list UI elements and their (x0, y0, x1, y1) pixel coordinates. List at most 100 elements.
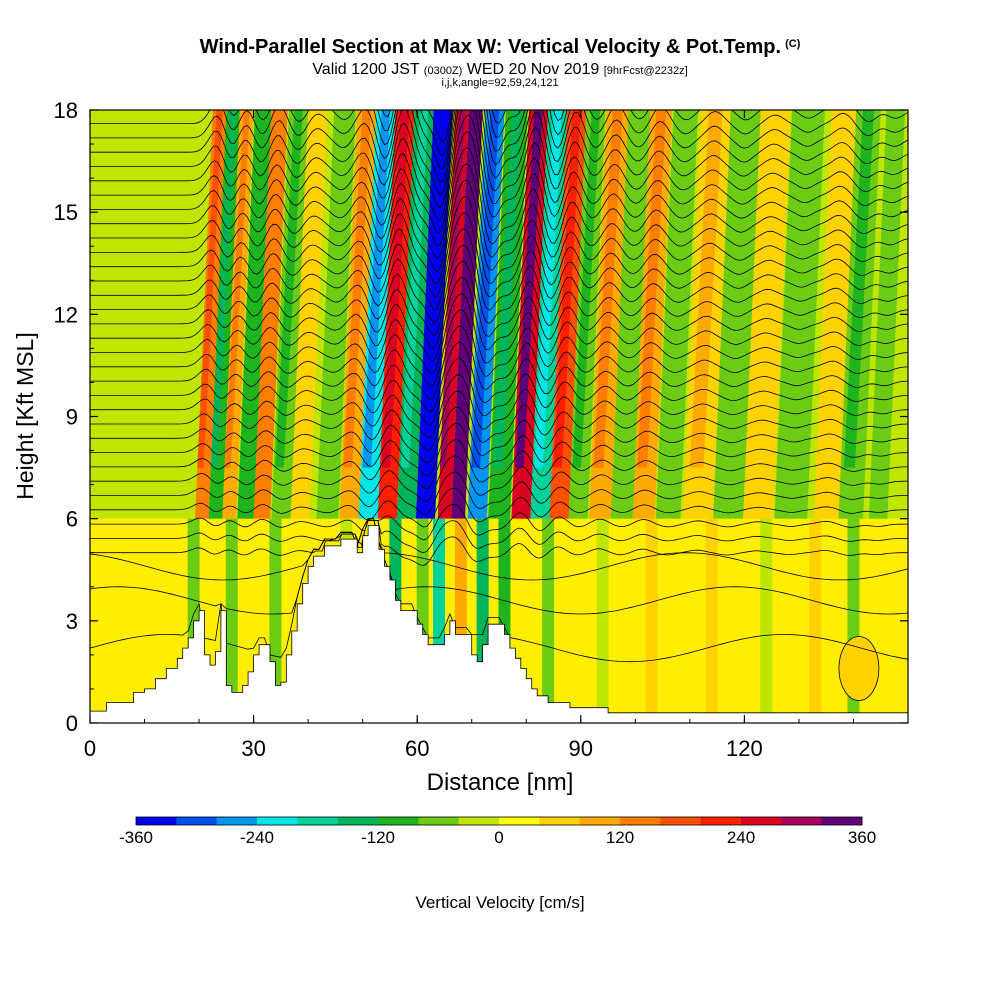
velocity-band-core (661, 110, 692, 468)
colorbar-swatch (378, 817, 419, 825)
low-level-band (498, 518, 511, 723)
terrain-profile (90, 525, 908, 723)
colorbar-swatch (499, 817, 540, 825)
colorbar-swatch (700, 817, 742, 825)
theta-contour (90, 487, 908, 528)
theta-contour (90, 276, 908, 362)
theta-contour (90, 212, 908, 310)
y-tick-label: 18 (54, 98, 78, 123)
theta-contour (90, 110, 908, 209)
theta-contour (90, 390, 908, 451)
forecast-info: [9hrFcst@2232z] (603, 65, 688, 77)
velocity-band-core (343, 110, 372, 468)
colorbar-tick-label: 0 (494, 828, 503, 847)
theta-contour (90, 503, 908, 541)
theta-contour (90, 244, 908, 337)
low-level-band (476, 518, 489, 723)
theta-contour (90, 422, 908, 477)
theta-contour (90, 325, 908, 400)
velocity-band-core (515, 110, 543, 468)
velocity-band-core (320, 110, 350, 468)
colorbar-tick-label: 240 (727, 828, 755, 847)
low-level-band (847, 518, 860, 723)
colorbar-swatch (539, 817, 580, 825)
y-axis-label: Height [Kft MSL] (12, 332, 38, 499)
low-level-band (705, 518, 718, 723)
velocity-band-core (210, 110, 237, 468)
x-tick-label: 90 (569, 736, 593, 761)
colorbar-swatch (257, 817, 298, 825)
velocity-band-core (637, 110, 667, 468)
x-tick-label: 60 (405, 736, 429, 761)
low-level-band (433, 518, 446, 723)
theta-contour (90, 228, 908, 324)
colorbar-swatch (337, 817, 379, 825)
theta-contour (90, 518, 908, 615)
colorbar-swatch (781, 817, 822, 825)
velocity-band-core (719, 110, 753, 468)
velocity-band-core (782, 110, 816, 468)
low-level-band (454, 518, 467, 723)
y-tick-label: 15 (54, 200, 78, 225)
velocity-band-core (362, 110, 391, 468)
terrain (90, 525, 908, 723)
colorbar: -360 -240 -120 0 120 240 360 (119, 816, 876, 847)
low-level-band (838, 636, 880, 701)
x-tick-label: 30 (241, 736, 265, 761)
velocity-band-core (256, 110, 284, 468)
velocity-band-core (553, 110, 582, 468)
velocity-band-core (534, 110, 562, 468)
valid-date: WED 20 Nov 2019 (466, 61, 600, 78)
velocity-band-core (749, 110, 783, 468)
theta-contour (377, 110, 565, 157)
theta-contour (90, 455, 908, 502)
colorbar-tick-label: 120 (606, 828, 634, 847)
theta-contour (90, 520, 908, 554)
colorbar-tick-label: -360 (119, 828, 153, 847)
velocity-band-core (689, 110, 723, 468)
y-tick-label: 6 (66, 507, 78, 532)
colorbar-swatch (176, 817, 217, 825)
theta-contour (90, 131, 908, 246)
low-level-band (269, 518, 282, 723)
utc-time: (0300Z) (423, 65, 463, 77)
theta-contour (90, 179, 908, 285)
theta-contour (90, 110, 908, 221)
chart-subtitle: Valid 1200 JST (0300Z) WED 20 Nov 2019 [… (312, 61, 688, 78)
colorbar-tick-label: -120 (361, 828, 395, 847)
theta-contour (90, 439, 908, 490)
low-level-band (809, 518, 822, 723)
velocity-field (193, 110, 906, 553)
theta-contour (90, 110, 908, 196)
y-tick-label: 0 (66, 711, 78, 736)
theta-contour (90, 195, 908, 298)
y-axis: 0 3 6 9 12 15 18 (54, 98, 908, 736)
x-axis-label: Distance [nm] (427, 769, 574, 796)
x-axis: 0 30 60 90 120 (84, 110, 909, 761)
velocity-band-core (197, 110, 223, 468)
velocity-band-core (615, 110, 645, 468)
theta-contour (90, 406, 908, 464)
velocity-band-core (453, 110, 479, 468)
low-level-band (645, 518, 658, 723)
theta-contour (90, 293, 908, 374)
theta-contour (382, 110, 507, 143)
colorbar-swatch (741, 817, 782, 825)
low-level-band (760, 518, 773, 723)
chart-title: Wind-Parallel Section at Max W: Vertical… (199, 36, 801, 58)
theta-contour (90, 114, 908, 234)
copyright-mark: (C) (785, 38, 801, 50)
x-tick-label: 120 (726, 736, 763, 761)
velocity-band-core (381, 110, 410, 468)
theta-contour (90, 374, 908, 438)
colorbar-swatch (216, 817, 258, 825)
colorbar-label: Vertical Velocity [cm/s] (415, 893, 585, 912)
theta-contour (90, 357, 908, 426)
theta-contour (90, 471, 908, 515)
colorbar-swatch (620, 817, 661, 825)
low-level-band (416, 518, 429, 723)
colorbar-tick-label: 360 (848, 828, 876, 847)
theta-contour (90, 147, 908, 260)
colorbar-tick-label: -240 (240, 828, 274, 847)
